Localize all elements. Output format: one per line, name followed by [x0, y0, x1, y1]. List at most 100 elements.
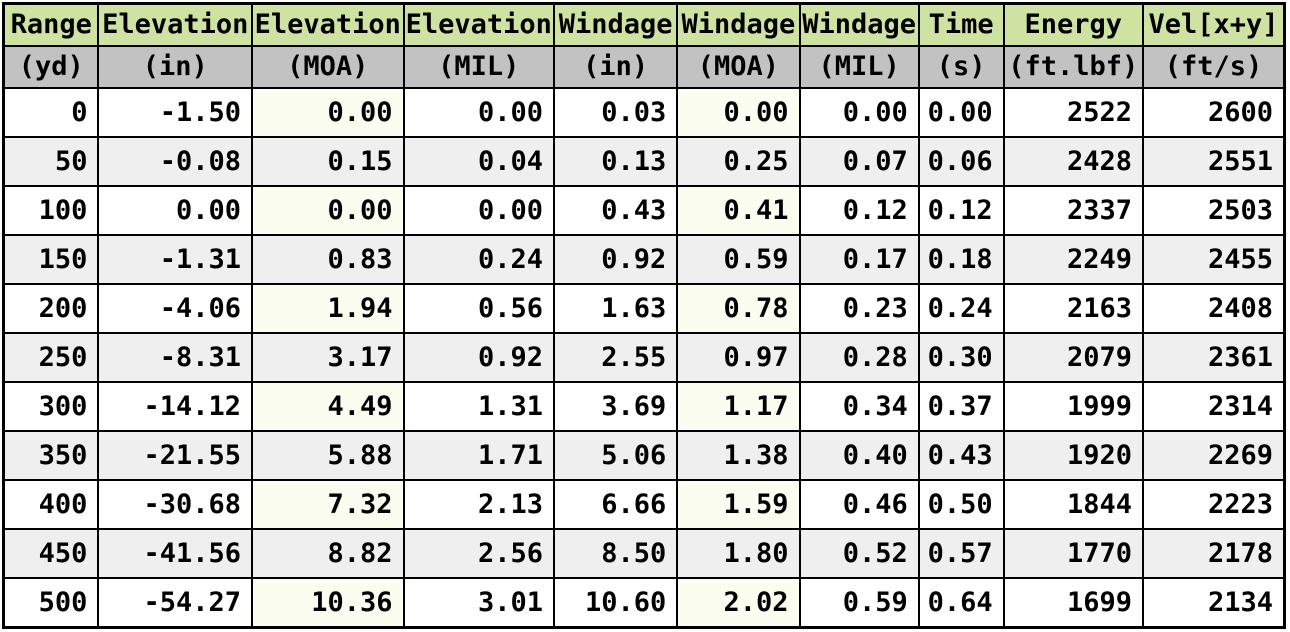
cell-r4-c5: 0.78 [676, 282, 801, 334]
column-unit-6: (MIL) [798, 44, 920, 89]
cell-r10-c1: -54.27 [97, 577, 253, 629]
cell-r2-c2: 0.00 [251, 184, 405, 236]
cell-r3-c6: 0.17 [798, 233, 920, 285]
cell-r4-c4: 1.63 [553, 282, 679, 334]
cell-r0-c2: 0.00 [251, 86, 405, 138]
cell-r6-c6: 0.34 [798, 380, 920, 433]
column-unit-5: (MOA) [676, 44, 801, 89]
cell-r6-c9: 2314 [1142, 380, 1286, 433]
cell-r10-c6: 0.59 [798, 577, 920, 629]
cell-r9-c7: 0.57 [917, 528, 1005, 580]
cell-r9-c0: 450 [2, 528, 100, 580]
cell-r1-c9: 2551 [1142, 135, 1286, 187]
cell-r0-c1: -1.50 [97, 86, 253, 138]
cell-r5-c8: 2079 [1002, 331, 1145, 383]
table-row-6: 300 -14.12 4.49 1.31 3.69 1.17 0.34 0.37 1999 231… [2, 380, 1286, 433]
cell-r3-c5: 0.59 [676, 233, 801, 285]
cell-r10-c8: 1699 [1002, 577, 1145, 629]
column-unit-4: (in) [553, 44, 679, 89]
column-header-0: Range [2, 2, 100, 47]
cell-r0-c5: 0.00 [676, 86, 801, 138]
cell-r8-c2: 7.32 [251, 479, 405, 531]
cell-r8-c5: 1.59 [676, 479, 801, 531]
cell-r4-c6: 0.23 [798, 282, 920, 334]
cell-r0-c9: 2600 [1142, 86, 1286, 138]
cell-r9-c1: -41.56 [97, 528, 253, 580]
cell-r3-c1: -1.31 [97, 233, 253, 285]
cell-r7-c9: 2269 [1142, 430, 1286, 482]
cell-r1-c6: 0.07 [798, 135, 920, 187]
cell-r4-c8: 2163 [1002, 282, 1145, 334]
column-unit-7: (s) [917, 44, 1005, 89]
table-row-5: 250 -8.31 3.17 0.92 2.55 0.97 0.28 0.30 2079 2361 [2, 331, 1286, 383]
cell-r5-c1: -8.31 [97, 331, 253, 383]
cell-r4-c7: 0.24 [917, 282, 1005, 334]
cell-r9-c2: 8.82 [251, 528, 405, 580]
cell-r5-c2: 3.17 [251, 331, 405, 383]
cell-r1-c7: 0.06 [917, 135, 1005, 187]
cell-r6-c5: 1.17 [676, 380, 801, 433]
cell-r8-c7: 0.50 [917, 479, 1005, 531]
cell-r8-c9: 2223 [1142, 479, 1286, 531]
cell-r5-c5: 0.97 [676, 331, 801, 383]
cell-r0-c8: 2522 [1002, 86, 1145, 138]
column-header-4: Windage [553, 2, 679, 47]
cell-r6-c2: 4.49 [251, 380, 405, 433]
cell-r6-c4: 3.69 [553, 380, 679, 433]
cell-r0-c3: 0.00 [402, 86, 556, 138]
cell-r5-c4: 2.55 [553, 331, 679, 383]
cell-r1-c0: 50 [2, 135, 100, 187]
cell-r4-c1: -4.06 [97, 282, 253, 334]
cell-r10-c7: 0.64 [917, 577, 1005, 629]
table-row-9: 450 -41.56 8.82 2.56 8.50 1.80 0.52 0.57 1770 217… [2, 528, 1286, 580]
column-header-2: Elevation [251, 2, 405, 47]
cell-r0-c6: 0.00 [798, 86, 920, 138]
cell-r5-c9: 2361 [1142, 331, 1286, 383]
cell-r8-c4: 6.66 [553, 479, 679, 531]
column-unit-2: (MOA) [251, 44, 405, 89]
cell-r9-c5: 1.80 [676, 528, 801, 580]
cell-r1-c3: 0.04 [402, 135, 556, 187]
column-header-6: Windage [798, 2, 920, 47]
cell-r9-c4: 8.50 [553, 528, 679, 580]
cell-r10-c9: 2134 [1142, 577, 1286, 629]
column-unit-3: (MIL) [402, 44, 556, 89]
cell-r4-c0: 200 [2, 282, 100, 334]
cell-r8-c6: 0.46 [798, 479, 920, 531]
cell-r2-c4: 0.43 [553, 184, 679, 236]
cell-r7-c0: 350 [2, 430, 100, 482]
cell-r9-c6: 0.52 [798, 528, 920, 580]
cell-r2-c7: 0.12 [917, 184, 1005, 236]
cell-r9-c8: 1770 [1002, 528, 1145, 580]
cell-r9-c3: 2.56 [402, 528, 556, 580]
cell-r7-c6: 0.40 [798, 430, 920, 482]
cell-r0-c4: 0.03 [553, 86, 679, 138]
cell-r6-c3: 1.31 [402, 380, 556, 433]
table-body: 0 -1.50 0.00 0.00 0.03 0.00 0.00 0.00 2522 2600 50… [2, 86, 1286, 629]
header-row: Range Elevation Elevation Elevation Windage W… [2, 2, 1286, 47]
table-row-7: 350 -21.55 5.88 1.71 5.06 1.38 0.40 0.43 1920 226… [2, 430, 1286, 482]
cell-r8-c3: 2.13 [402, 479, 556, 531]
cell-r5-c7: 0.30 [917, 331, 1005, 383]
column-unit-1: (in) [97, 44, 253, 89]
column-unit-0: (yd) [2, 44, 100, 89]
cell-r1-c5: 0.25 [676, 135, 801, 187]
cell-r3-c9: 2455 [1142, 233, 1286, 285]
cell-r2-c1: 0.00 [97, 184, 253, 236]
cell-r8-c8: 1844 [1002, 479, 1145, 531]
cell-r8-c1: -30.68 [97, 479, 253, 531]
column-unit-9: (ft/s) [1142, 44, 1286, 89]
cell-r3-c4: 0.92 [553, 233, 679, 285]
cell-r3-c7: 0.18 [917, 233, 1005, 285]
cell-r3-c3: 0.24 [402, 233, 556, 285]
cell-r8-c0: 400 [2, 479, 100, 531]
table-row-8: 400 -30.68 7.32 2.13 6.66 1.59 0.46 0.50 1844 222… [2, 479, 1286, 531]
cell-r5-c3: 0.92 [402, 331, 556, 383]
cell-r5-c6: 0.28 [798, 331, 920, 383]
cell-r0-c7: 0.00 [917, 86, 1005, 138]
cell-r10-c3: 3.01 [402, 577, 556, 629]
units-row: (yd) (in) (MOA) (MIL) (in) (MOA) (MIL) (s) (ft.l… [2, 44, 1286, 89]
cell-r1-c2: 0.15 [251, 135, 405, 187]
column-header-8: Energy [1002, 2, 1145, 47]
cell-r4-c2: 1.94 [251, 282, 405, 334]
